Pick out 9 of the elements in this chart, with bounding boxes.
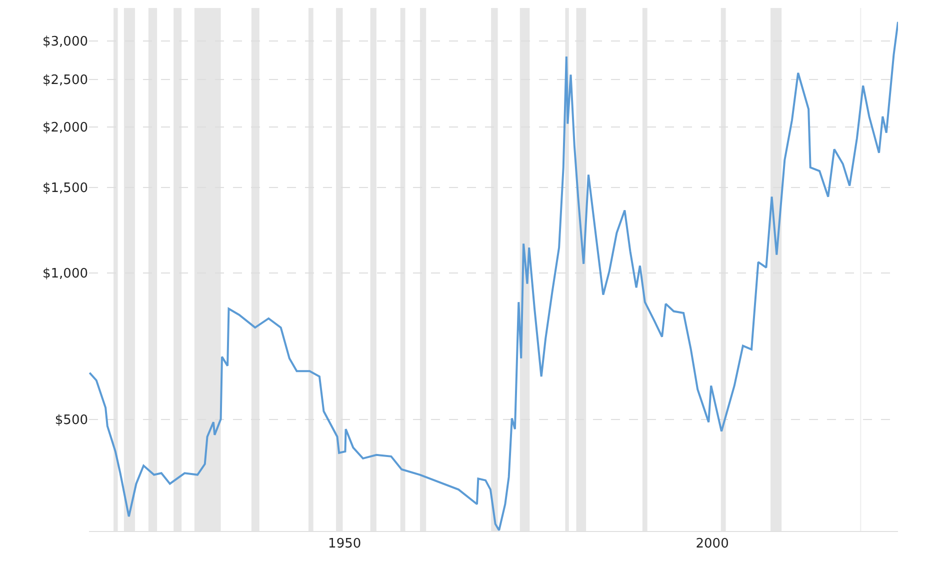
y-tick-label: $1,000	[42, 266, 88, 282]
y-tick-label: $1,500	[42, 181, 88, 196]
x-tick-label: 1950	[328, 536, 362, 552]
y-tick-label: $2,500	[42, 73, 88, 88]
y-tick-label: $2,000	[42, 120, 88, 136]
line-series	[89, 20, 898, 531]
y-tick-label: $3,000	[42, 34, 88, 50]
x-tick-label: 2000	[696, 536, 729, 552]
y-tick-label: $500	[54, 413, 88, 428]
